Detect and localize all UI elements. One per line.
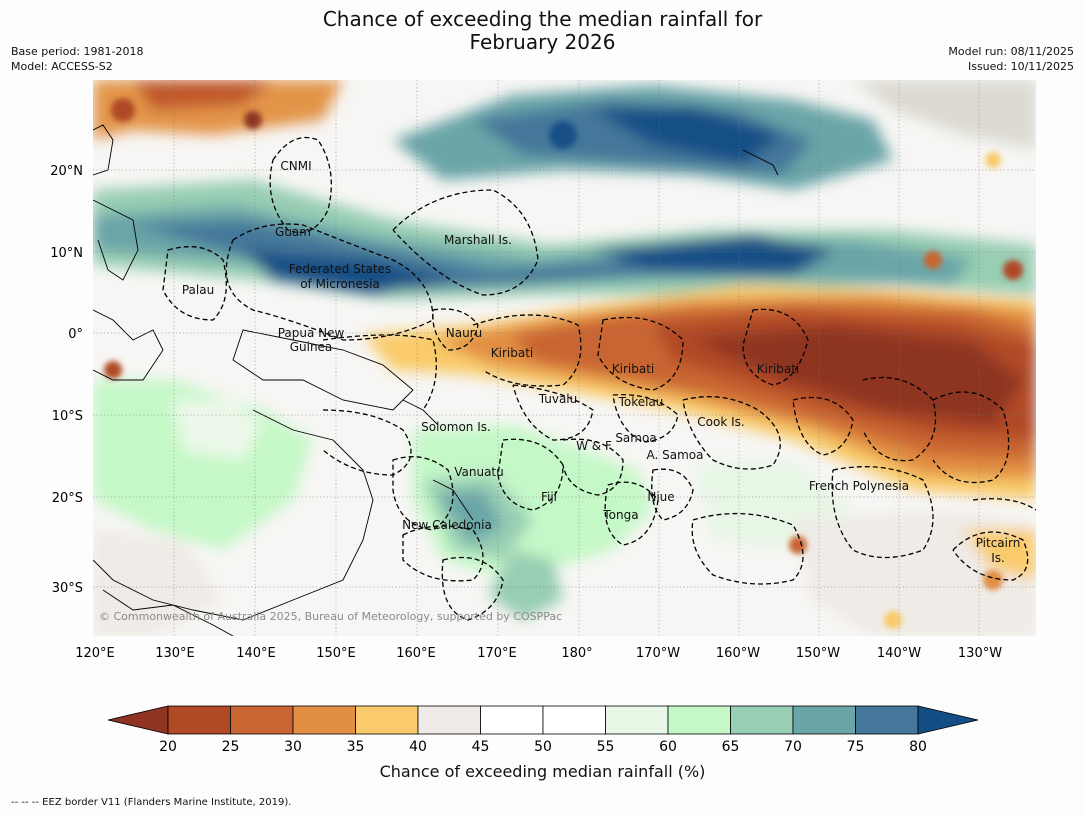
- colorbar-segment: [292, 705, 356, 735]
- colorbar-tick-label: 75: [847, 739, 865, 755]
- label-marshall-islands: Marshall Is.: [444, 233, 512, 247]
- lat-label-20n: 20°N: [50, 164, 83, 179]
- title-line-2: February 2026: [469, 30, 616, 54]
- colorbar-segment: [855, 705, 919, 735]
- colorbar-extend-high: [917, 705, 979, 735]
- model-run: Model run: 08/11/2025: [948, 45, 1074, 58]
- label-pitcairn-line-1: Pitcairn: [976, 536, 1021, 550]
- label-french-polynesia: French Polynesia: [809, 479, 909, 493]
- colorbar-segment: [417, 705, 481, 735]
- label-nauru: Nauru: [446, 326, 482, 340]
- colorbar-tick-label: 55: [597, 739, 615, 755]
- label-american-samoa: A. Samoa: [647, 448, 704, 462]
- label-cook-islands: Cook Is.: [697, 415, 744, 429]
- label-kiribati-east: Kiribati: [757, 362, 799, 376]
- colorbar-segment: [167, 705, 231, 735]
- lon-axis-labels: 120°E 130°E 140°E 150°E 160°E 170°E 180°…: [75, 646, 1002, 661]
- title-line-1: Chance of exceeding the median rainfall …: [322, 7, 763, 31]
- colorbar-segment: [480, 705, 544, 735]
- colorbar-tick-label: 70: [784, 739, 802, 755]
- colorbar-tick-label: 80: [909, 739, 927, 755]
- label-fsm-line-2: of Micronesia: [300, 277, 380, 291]
- issued-date: Issued: 10/11/2025: [967, 60, 1074, 73]
- label-palau: Palau: [182, 283, 214, 297]
- lat-axis-labels: 20°N 10°N 0° 10°S 20°S 30°S: [50, 164, 83, 596]
- colorbar-segment: [792, 705, 856, 735]
- lat-label-10n: 10°N: [50, 246, 83, 261]
- gridlines: [93, 80, 1036, 636]
- colorbar-segment: [667, 705, 731, 735]
- label-guam: Guam: [275, 225, 311, 239]
- label-fiji: Fiji: [541, 490, 557, 504]
- colorbar-extend-low: [107, 705, 169, 735]
- lon-label-170w: 170°W: [636, 646, 680, 661]
- colorbar-tick-label: 35: [347, 739, 365, 755]
- label-vanuatu: Vanuatu: [454, 465, 504, 479]
- colorbar-tick-label: 40: [409, 739, 427, 755]
- label-samoa: Samoa: [615, 431, 656, 445]
- label-tokelau: Tokelau: [618, 395, 664, 409]
- colorbar: 20 25 30 35 40 45 50 55 60 65 70 75 80: [107, 705, 979, 755]
- label-kiribati-central: Kiribati: [612, 362, 654, 376]
- lon-label-130w: 130°W: [958, 646, 1002, 661]
- colorbar-tick-label: 50: [534, 739, 552, 755]
- land-outlines: [93, 124, 779, 636]
- colorbar-segment: [230, 705, 294, 735]
- lon-label-140e: 140°E: [236, 646, 276, 661]
- lat-label-10s: 10°S: [52, 409, 83, 424]
- lon-label-150e: 150°E: [316, 646, 356, 661]
- label-new-caledonia: New Caledonia: [402, 518, 492, 532]
- colorbar-tick-label: 20: [159, 739, 177, 755]
- chart-title: Chance of exceeding the median rainfall …: [0, 8, 1085, 54]
- label-solomon-islands: Solomon Is.: [421, 420, 491, 434]
- label-pitcairn-line-2: Is.: [991, 551, 1005, 565]
- lon-label-160w: 160°W: [716, 646, 760, 661]
- eez-borders: [162, 136, 1036, 621]
- lat-label-20s: 20°S: [52, 491, 83, 506]
- lon-label-140w: 140°W: [877, 646, 921, 661]
- eez-border-note: -- -- -- EEZ border V11 (Flanders Marine…: [11, 797, 292, 808]
- hires-noise: [104, 98, 1023, 629]
- colorbar-segment: [542, 705, 606, 735]
- label-kiribati-west: Kiribati: [491, 346, 533, 360]
- lat-label-30s: 30°S: [52, 581, 83, 596]
- colorbar-segment: [730, 705, 794, 735]
- label-cnmi: CNMI: [280, 159, 311, 173]
- colorbar-segment: [605, 705, 669, 735]
- meta-left: Base period: 1981-2018 Model: ACCESS-S2: [11, 44, 143, 74]
- colorbar-segments: [107, 705, 979, 735]
- rainfall-field: [93, 80, 1036, 636]
- lon-label-180: 180°: [561, 646, 592, 661]
- lon-label-160e: 160°E: [396, 646, 436, 661]
- label-png-line-2: Guinea: [290, 340, 333, 354]
- colorbar-tick-label: 65: [722, 739, 740, 755]
- label-wallis-futuna: W & F: [576, 439, 612, 453]
- colorbar-tick-label: 30: [284, 739, 302, 755]
- lon-label-120e: 120°E: [75, 646, 115, 661]
- label-fsm-line-1: Federated States: [289, 262, 391, 276]
- colorbar-tick-label: 45: [472, 739, 490, 755]
- lat-label-0: 0°: [68, 327, 83, 342]
- lon-label-130e: 130°E: [155, 646, 195, 661]
- region-labels: CNMI Guam Marshall Is. Federated States …: [182, 159, 1020, 565]
- label-niue: Niue: [647, 490, 674, 504]
- label-tuvalu: Tuvalu: [538, 392, 578, 406]
- colorbar-title: Chance of exceeding median rainfall (%): [379, 762, 706, 781]
- colorbar-tick-label: 25: [222, 739, 240, 755]
- copyright-notice: © Commonwealth of Australia 2025, Bureau…: [99, 610, 563, 623]
- rainfall-map[interactable]: CNMI Guam Marshall Is. Federated States …: [93, 80, 1036, 636]
- base-period: Base period: 1981-2018: [11, 45, 144, 58]
- lon-label-170e: 170°E: [477, 646, 517, 661]
- colorbar-tick-label: 60: [659, 739, 677, 755]
- model-name: Model: ACCESS-S2: [11, 60, 113, 73]
- colorbar-tick-labels: 20 25 30 35 40 45 50 55 60 65 70 75 80: [159, 739, 927, 755]
- colorbar-segment: [355, 705, 419, 735]
- meta-right: Model run: 08/11/2025 Issued: 10/11/2025: [948, 44, 1074, 74]
- label-tonga: Tonga: [602, 508, 638, 522]
- lon-label-150w: 150°W: [796, 646, 840, 661]
- label-png-line-1: Papua New: [278, 326, 345, 340]
